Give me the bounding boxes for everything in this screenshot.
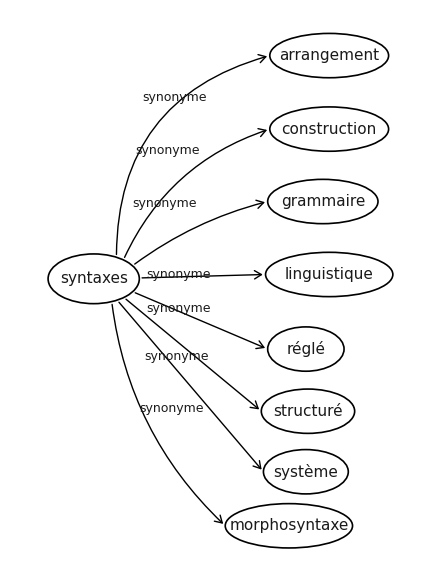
Text: synonyme: synonyme <box>133 197 197 210</box>
Text: réglé: réglé <box>286 341 325 357</box>
Text: morphosyntaxe: morphosyntaxe <box>229 519 349 533</box>
Text: syntaxes: syntaxes <box>60 271 128 287</box>
Ellipse shape <box>270 107 389 151</box>
Text: synonyme: synonyme <box>139 402 204 415</box>
FancyArrowPatch shape <box>119 302 261 468</box>
Ellipse shape <box>261 389 354 434</box>
FancyArrowPatch shape <box>135 293 264 348</box>
Ellipse shape <box>48 254 139 303</box>
FancyArrowPatch shape <box>112 305 222 523</box>
Ellipse shape <box>263 450 348 494</box>
Text: synonyme: synonyme <box>146 302 211 315</box>
Text: arrangement: arrangement <box>279 48 379 63</box>
Text: structuré: structuré <box>273 404 343 419</box>
Text: linguistique: linguistique <box>285 267 373 282</box>
FancyArrowPatch shape <box>135 200 264 264</box>
Ellipse shape <box>268 180 378 224</box>
Text: synonyme: synonyme <box>144 350 209 363</box>
FancyArrowPatch shape <box>142 271 261 279</box>
Text: système: système <box>274 464 338 480</box>
Text: synonyme: synonyme <box>146 268 211 281</box>
Text: grammaire: grammaire <box>281 194 365 209</box>
FancyArrowPatch shape <box>125 129 266 257</box>
Text: synonyme: synonyme <box>136 144 200 157</box>
Text: synonyme: synonyme <box>142 91 206 104</box>
Ellipse shape <box>225 504 353 548</box>
Ellipse shape <box>270 33 389 78</box>
Text: construction: construction <box>282 122 377 137</box>
Ellipse shape <box>268 327 344 371</box>
FancyArrowPatch shape <box>126 299 258 409</box>
Ellipse shape <box>266 252 393 297</box>
FancyArrowPatch shape <box>116 55 266 254</box>
